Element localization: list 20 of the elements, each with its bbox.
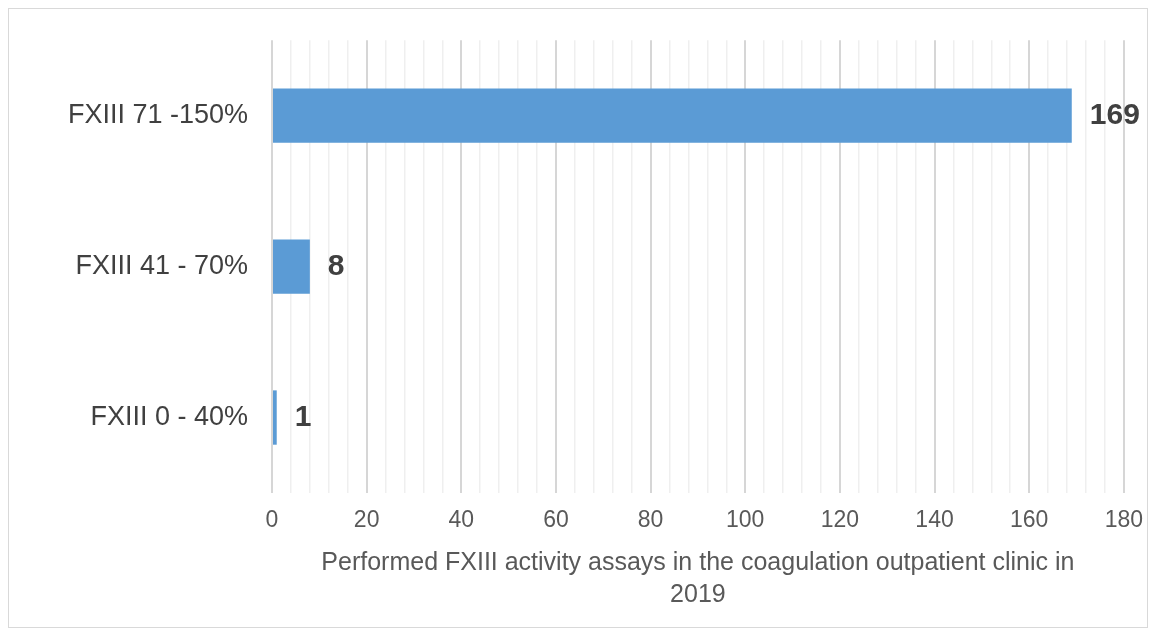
- bar: [273, 88, 1072, 143]
- data-label: 169: [1089, 96, 1140, 130]
- bar: [273, 239, 310, 294]
- x-tick-label: 60: [543, 506, 569, 533]
- y-tick-label: FXIII 0 - 40%: [90, 400, 248, 431]
- x-axis-title: Performed FXIII activity assays in the coagulation outpatient clinic in 2019: [321, 546, 1075, 607]
- x-tick-label: 140: [915, 506, 954, 533]
- data-label: 1: [294, 398, 312, 432]
- bar: [273, 390, 277, 445]
- data-label: 8: [327, 247, 345, 281]
- x-tick-label: 120: [820, 506, 860, 533]
- x-tick-label: 0: [265, 506, 279, 533]
- x-tick-label: 20: [353, 506, 380, 533]
- y-tick-label: FXIII 41 - 70%: [75, 250, 248, 281]
- x-tick-label: 80: [637, 506, 664, 533]
- y-tick-label: FXIII 71 -150%: [67, 99, 248, 130]
- x-tick-label: 160: [1009, 506, 1049, 533]
- x-tick-label: 40: [448, 506, 475, 533]
- x-tick-label: 100: [726, 506, 765, 533]
- x-tick-label: 180: [1104, 506, 1143, 533]
